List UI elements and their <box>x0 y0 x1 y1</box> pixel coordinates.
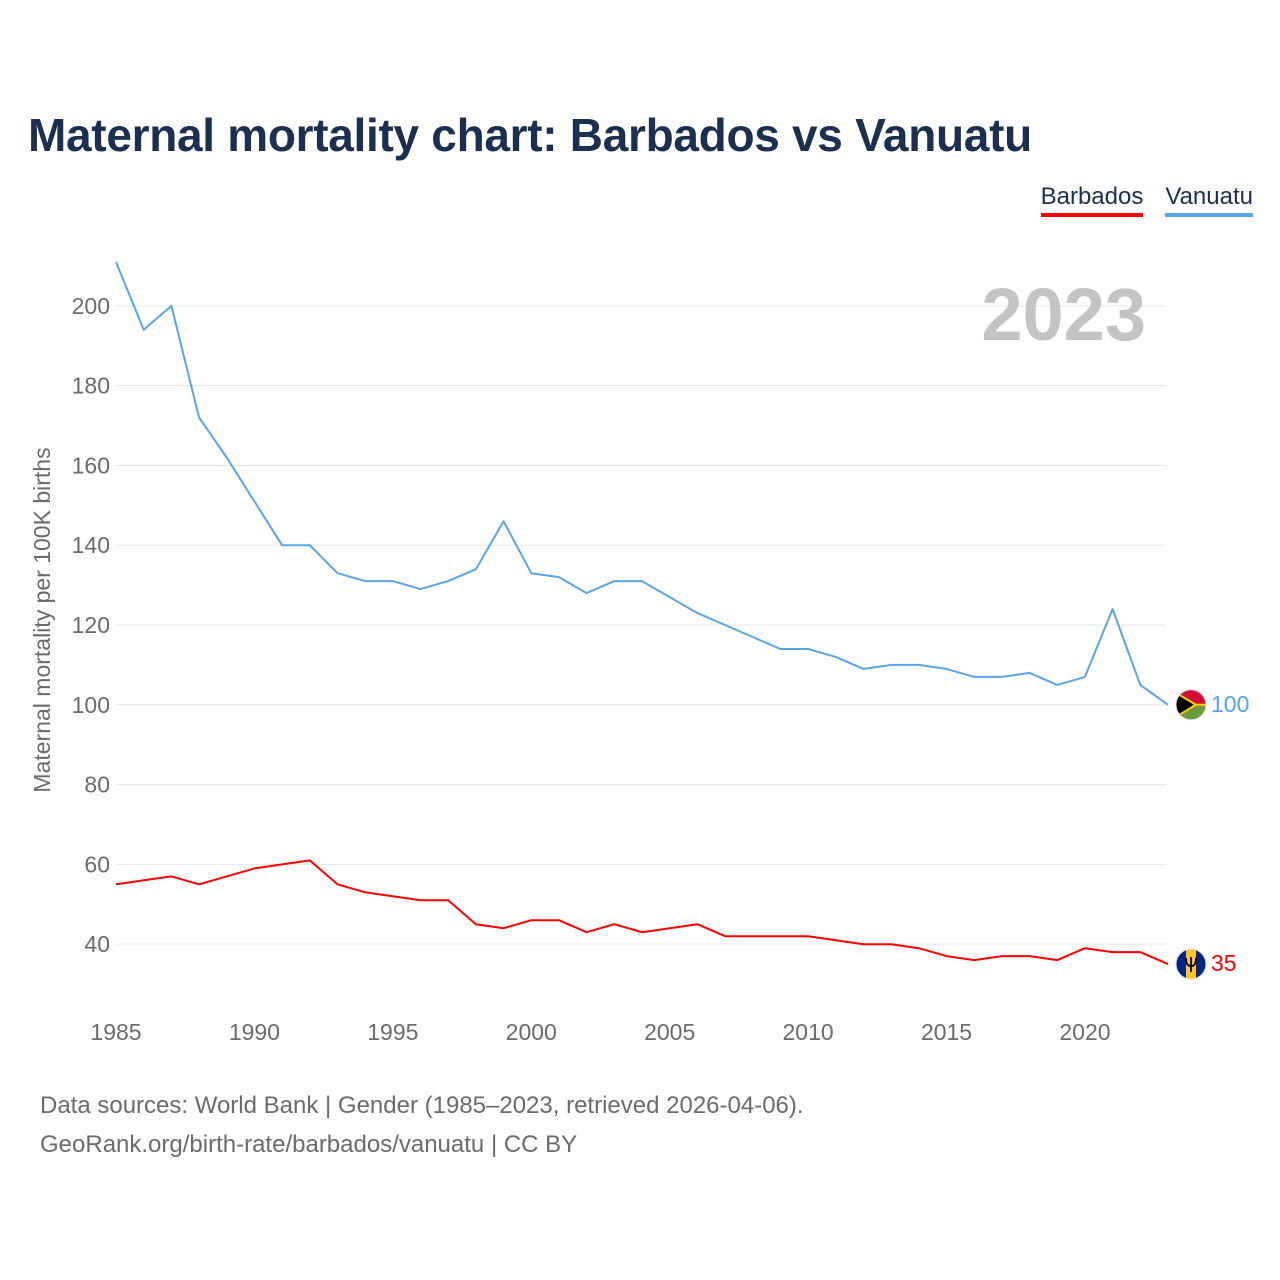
barbados-line <box>115 859 1169 966</box>
vanuatu-end-value: 100 <box>1211 691 1249 717</box>
y-tick-label: 40 <box>84 931 110 957</box>
series-lines <box>115 261 1169 966</box>
y-tick-label: 120 <box>72 612 110 638</box>
legend: Barbados Vanuatu <box>1040 183 1253 217</box>
x-tick-label: 1990 <box>229 1019 280 1045</box>
chart-title: Maternal mortality chart: Barbados vs Va… <box>28 109 1032 161</box>
footer: Data sources: World Bank | Gender (1985–… <box>40 1086 804 1164</box>
gridlines <box>116 305 1166 945</box>
x-axis-ticks: 1985 1990 1995 2000 2005 2010 2015 2020 <box>90 1019 1110 1045</box>
y-tick-label: 180 <box>72 373 110 399</box>
end-markers <box>1175 689 1207 980</box>
y-tick-label: 100 <box>72 692 110 718</box>
legend-vanuatu[interactable]: Vanuatu <box>1165 183 1253 217</box>
vanuatu-flag-icon <box>1175 689 1207 721</box>
x-tick-label: 2010 <box>783 1019 834 1045</box>
barbados-end-value: 35 <box>1211 950 1237 976</box>
x-tick-label: 1995 <box>367 1019 418 1045</box>
year-label: 2023 <box>981 273 1146 356</box>
barbados-flag-icon <box>1175 948 1207 980</box>
y-tick-label: 60 <box>84 851 110 877</box>
source-url: GeoRank.org/birth-rate/barbados/vanuatu … <box>40 1131 578 1158</box>
vanuatu-line <box>115 261 1169 706</box>
x-tick-label: 2015 <box>921 1019 972 1045</box>
x-tick-label: 2000 <box>506 1019 557 1045</box>
x-tick-label: 2005 <box>644 1019 695 1045</box>
y-axis-label: Maternal mortality per 100K births <box>29 447 55 792</box>
y-axis-ticks: 40 60 80 100 120 140 160 180 200 <box>72 293 110 957</box>
y-tick-label: 80 <box>84 772 110 798</box>
y-tick-label: 200 <box>72 293 110 319</box>
y-tick-label: 140 <box>72 532 110 558</box>
x-tick-label: 2020 <box>1059 1019 1110 1045</box>
x-tick-label: 1985 <box>90 1019 141 1045</box>
data-source-note: Data sources: World Bank | Gender (1985–… <box>40 1092 804 1119</box>
y-tick-label: 160 <box>72 452 110 478</box>
legend-barbados[interactable]: Barbados <box>1040 183 1144 217</box>
